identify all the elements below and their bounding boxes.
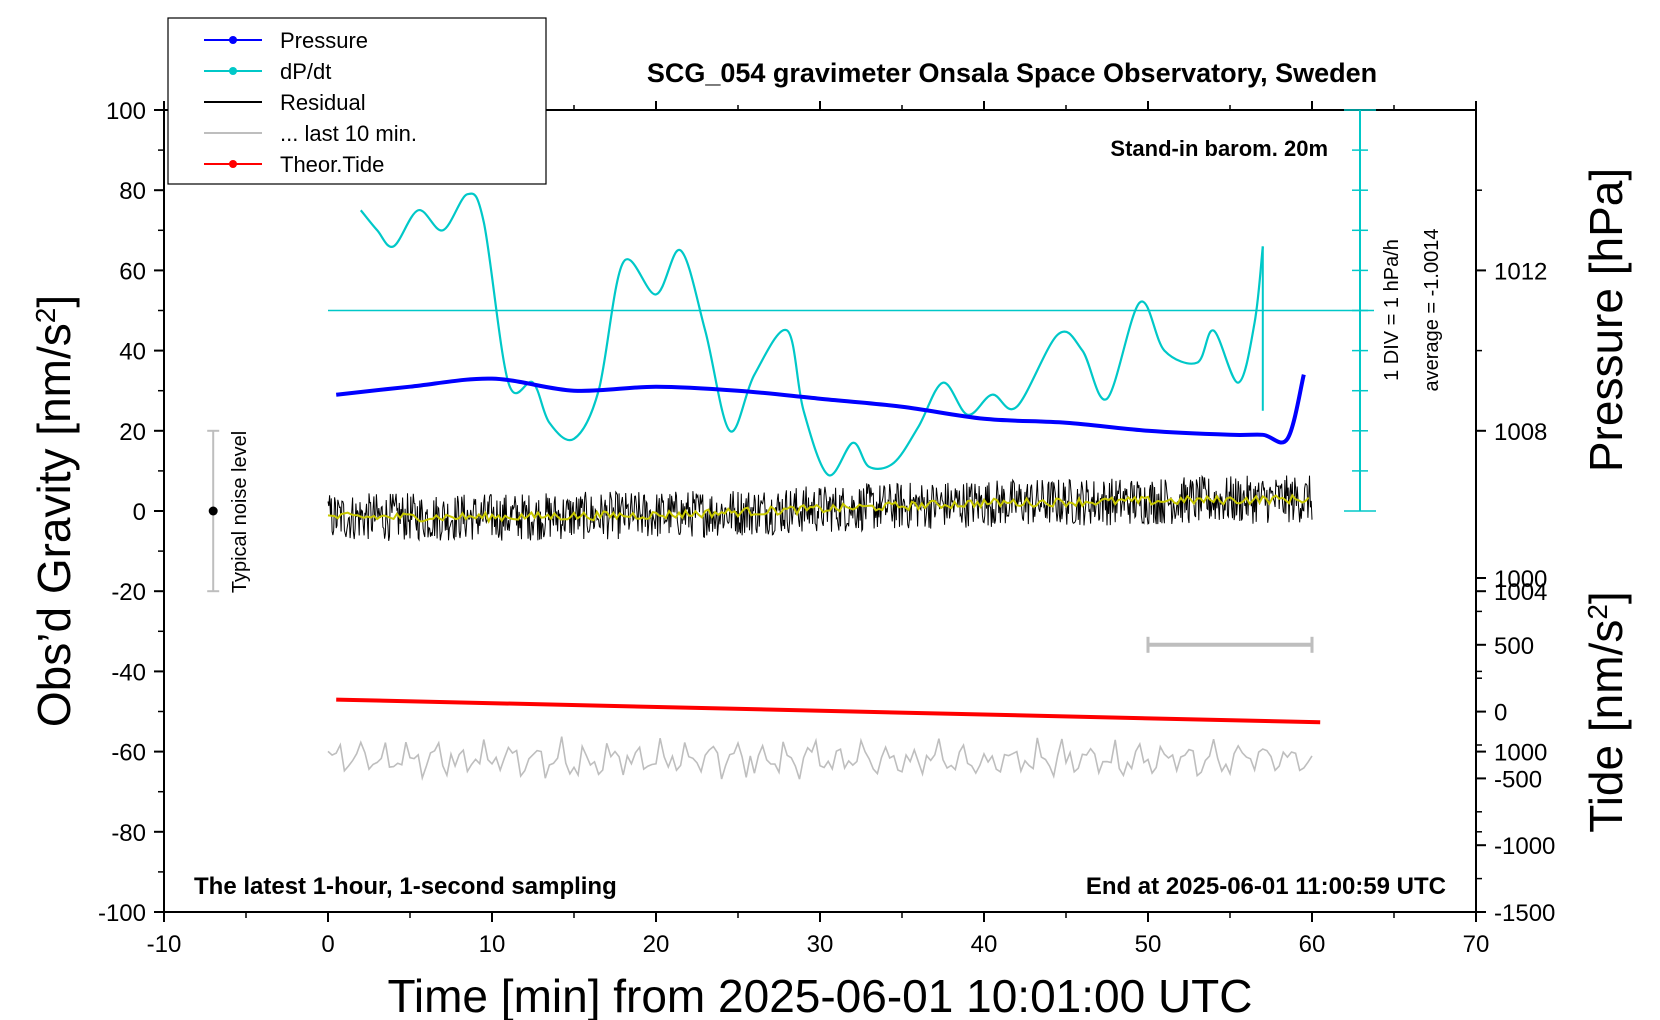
div-scale-label: 1 DIV = 1 hPa/h (1381, 239, 1403, 381)
stand-in-note: Stand-in barom. 20m (1110, 136, 1328, 161)
x-tick-label: 20 (643, 931, 670, 958)
legend-label-2: Residual (280, 90, 366, 115)
series-layer (207, 109, 1376, 781)
legend: Pressure dP/dt Residual ... last 10 min. The… (167, 17, 547, 185)
x-tick-label: 10 (479, 931, 506, 958)
tide-line (336, 697, 1321, 725)
pressure-line (335, 374, 1306, 445)
average-label: average = -1.0014 (1421, 229, 1443, 392)
y-tick-label-gravity: 60 (119, 258, 146, 285)
y-axis-label-pressure: Pressure [hPa] (1580, 168, 1632, 472)
residual-smooth-trace (327, 493, 1310, 524)
legend-marker-1 (229, 67, 237, 75)
y-tick-label-pressure: 1000 (1494, 740, 1547, 767)
noise-bar-center (208, 506, 218, 516)
noise-level-label: Typical noise level (229, 431, 251, 593)
ticks-layer: -10 0 10 20 30 40 50 60 70100806040200-20-40-60-… (98, 98, 1555, 958)
x-tick-label: 60 (1299, 931, 1326, 958)
legend-marker-4 (229, 160, 237, 168)
superscript: 2 (30, 308, 61, 324)
x-tick-label: 0 (321, 931, 334, 958)
y-tick-label-gravity: -60 (111, 740, 146, 767)
legend-marker-0 (229, 36, 237, 44)
y-tick-label-gravity: 80 (119, 178, 146, 205)
legend-label-4: Theor.Tide (280, 152, 384, 177)
residual-trace (327, 474, 1313, 542)
y-tick-label-gravity: 100 (106, 98, 146, 125)
y-tick-label-pressure: 1004 (1494, 579, 1547, 606)
y-tick-label-gravity: 0 (133, 499, 146, 526)
y-axis-label-gravity: Obs’d Gravity [nm/s2] (28, 295, 80, 727)
y-axis-label-tide: Tide [nm/s2] (1580, 591, 1632, 832)
legend-label-0: Pressure (280, 28, 368, 53)
legend-items: Pressure dP/dt Residual ... last 10 min. The… (204, 28, 417, 177)
y-tick-label-gravity: 40 (119, 339, 146, 366)
x-tick-label: 50 (1135, 931, 1162, 958)
y-tick-label-tide: 500 (1494, 633, 1534, 660)
y-tick-label-gravity: -40 (111, 659, 146, 686)
x-tick-label: 30 (807, 931, 834, 958)
y-tick-label-gravity: -20 (111, 579, 146, 606)
x-tick-label: 40 (971, 931, 998, 958)
end-time-note: End at 2025-06-01 11:00:59 UTC (1086, 873, 1446, 900)
chart-title: SCG_054 gravimeter Onsala Space Observat… (647, 58, 1377, 88)
last10-trace (327, 736, 1313, 781)
y-tick-label-tide: -1000 (1494, 833, 1555, 860)
y-tick-label-gravity: 20 (119, 419, 146, 446)
y-tick-label-tide: 1000 (1494, 566, 1547, 593)
x-tick-label: 70 (1463, 931, 1490, 958)
y-tick-label-pressure: 1008 (1494, 419, 1547, 446)
x-tick-label: -10 (147, 931, 182, 958)
legend-label-3: ... last 10 min. (280, 121, 417, 146)
chart-text: SCG_054 gravimeter Onsala Space Observat… (28, 58, 1632, 1020)
y-tick-label-tide: 0 (1494, 700, 1507, 727)
sampling-note: The latest 1-hour, 1-second sampling (194, 873, 617, 900)
dpdt-line (359, 192, 1264, 477)
x-axis-label: Time [min] from 2025-06-01 10:01:00 UTC (388, 970, 1253, 1020)
legend-label-1: dP/dt (280, 59, 331, 84)
y-tick-label-pressure: 1012 (1494, 258, 1547, 285)
y-tick-label-gravity: -80 (111, 820, 146, 847)
superscript: 2 (1582, 604, 1613, 620)
y-tick-label-tide: -500 (1494, 766, 1542, 793)
y-tick-label-gravity: -100 (98, 900, 146, 927)
y-tick-label-tide: -1500 (1494, 900, 1555, 927)
